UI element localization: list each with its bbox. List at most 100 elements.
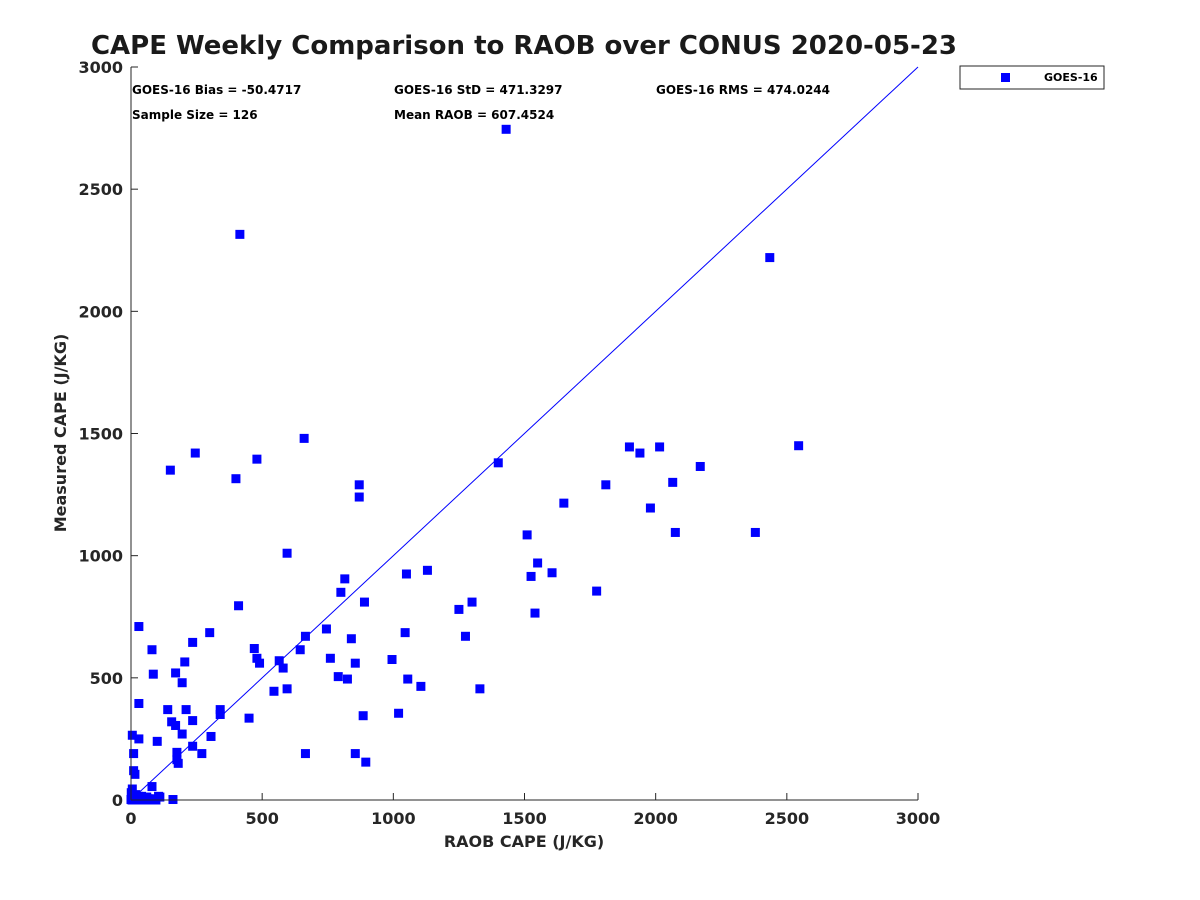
data-point xyxy=(668,477,678,487)
data-point xyxy=(670,527,680,537)
data-point xyxy=(147,782,157,792)
data-point xyxy=(231,474,241,484)
x-tick-label: 0 xyxy=(125,809,136,828)
y-tick-label: 1000 xyxy=(78,547,123,566)
data-point xyxy=(134,622,144,632)
data-point xyxy=(205,628,215,638)
stat-bias: GOES-16 Bias = -50.4717 xyxy=(132,83,301,97)
data-point xyxy=(249,644,259,654)
x-tick-label: 2000 xyxy=(633,809,678,828)
x-tick-label: 1000 xyxy=(371,809,416,828)
y-tick-label: 1500 xyxy=(78,425,123,444)
data-point xyxy=(171,720,181,730)
data-point xyxy=(645,503,655,513)
data-point xyxy=(152,736,162,746)
data-point xyxy=(171,668,181,678)
data-point xyxy=(278,663,288,673)
stat-std: GOES-16 StD = 471.3297 xyxy=(394,83,563,97)
data-point xyxy=(346,634,356,644)
x-tick-label: 1500 xyxy=(502,809,547,828)
data-point xyxy=(321,624,331,634)
data-point xyxy=(134,698,144,708)
data-point xyxy=(350,658,360,668)
data-point xyxy=(188,716,198,726)
data-point xyxy=(559,498,569,508)
data-point xyxy=(190,448,200,458)
data-point xyxy=(750,527,760,537)
data-point xyxy=(765,253,775,263)
data-point xyxy=(215,705,225,715)
data-point xyxy=(354,492,364,502)
data-point xyxy=(188,741,198,751)
data-point xyxy=(142,792,152,802)
data-point xyxy=(147,645,157,655)
data-point xyxy=(460,631,470,641)
x-tick-label: 500 xyxy=(245,809,278,828)
data-point xyxy=(333,672,343,682)
data-point xyxy=(350,749,360,759)
data-point xyxy=(177,729,187,739)
data-point xyxy=(340,574,350,584)
data-point xyxy=(454,604,464,614)
data-point xyxy=(252,454,262,464)
data-point xyxy=(215,709,225,719)
x-axis-label: RAOB CAPE (J/KG) xyxy=(444,832,604,851)
data-point xyxy=(655,442,665,452)
data-point xyxy=(173,758,183,768)
data-points-layer xyxy=(126,124,804,805)
data-point xyxy=(134,734,144,744)
data-point xyxy=(522,530,532,540)
y-tick-label: 500 xyxy=(90,669,123,688)
legend-box xyxy=(959,65,1105,90)
legend-label: GOES-16 xyxy=(1044,71,1098,84)
data-point xyxy=(255,658,265,668)
data-point xyxy=(325,653,335,663)
data-point xyxy=(252,653,262,663)
data-point xyxy=(403,674,413,684)
data-point xyxy=(172,747,182,757)
y-tick-label: 2500 xyxy=(78,180,123,199)
data-point xyxy=(127,730,137,740)
data-point xyxy=(695,461,705,471)
data-point xyxy=(387,655,397,665)
data-point xyxy=(475,684,485,694)
data-point xyxy=(188,637,198,647)
stat-mean-raob: Mean RAOB = 607.4524 xyxy=(394,108,554,122)
data-point xyxy=(282,548,292,558)
y-tick-layer: 0 500 1000 1500 2000 2500 3000 xyxy=(78,58,138,810)
data-point xyxy=(624,442,634,452)
data-point xyxy=(148,669,158,679)
y-tick-label: 2000 xyxy=(78,302,123,321)
data-point xyxy=(274,656,284,666)
chart-title: CAPE Weekly Comparison to RAOB over CONU… xyxy=(91,31,957,61)
x-tick-label: 2500 xyxy=(765,809,810,828)
data-point xyxy=(165,465,175,475)
data-point xyxy=(163,705,173,715)
stat-rms: GOES-16 RMS = 474.0244 xyxy=(656,83,830,97)
y-tick-label: 0 xyxy=(112,791,123,810)
x-tick-layer: 0 500 1000 1500 2000 2500 3000 xyxy=(125,793,940,828)
data-point xyxy=(635,448,645,458)
stat-sample-size: Sample Size = 126 xyxy=(132,108,258,122)
legend: GOES-16 xyxy=(959,65,1105,90)
one-to-one-reference-line xyxy=(130,66,919,801)
data-point xyxy=(269,686,279,696)
data-point xyxy=(282,684,292,694)
data-point xyxy=(300,749,310,759)
data-point xyxy=(177,678,187,688)
data-point xyxy=(244,713,254,723)
data-point xyxy=(358,711,368,721)
data-point xyxy=(234,601,244,611)
data-point xyxy=(180,657,190,667)
data-point xyxy=(300,631,310,641)
y-tick-label: 3000 xyxy=(78,58,123,77)
data-point xyxy=(501,124,511,134)
data-point xyxy=(235,229,245,239)
data-point xyxy=(422,565,432,575)
data-point xyxy=(416,681,426,691)
data-point xyxy=(129,749,139,759)
data-point xyxy=(336,587,346,597)
data-point xyxy=(533,558,543,568)
reference-line-layer xyxy=(130,66,919,801)
